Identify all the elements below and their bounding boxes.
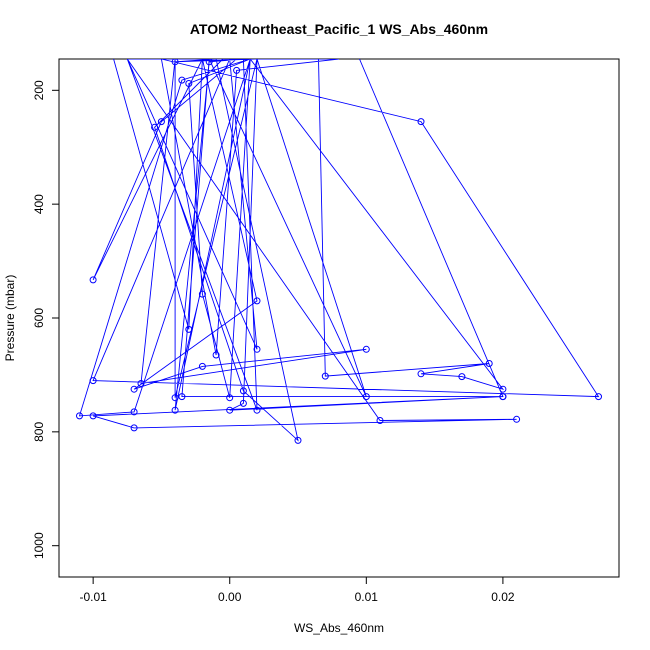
data-point: [417, 370, 425, 378]
data-point: [198, 362, 206, 370]
data-point: [595, 393, 602, 401]
data-point: [253, 406, 261, 414]
data-point: [130, 385, 138, 393]
data-point: [198, 290, 206, 298]
data-point: [178, 76, 186, 84]
data-point: [253, 297, 261, 305]
series-layer: [76, 59, 602, 444]
data-point: [89, 412, 97, 420]
data-point: [485, 360, 493, 367]
data-point: [137, 380, 145, 387]
x-tick-label: 0.01: [355, 590, 379, 604]
chart-title: ATOM2 Northeast_Pacific_1 WS_Abs_460nm: [190, 21, 488, 37]
data-point: [239, 399, 247, 407]
data-point: [130, 424, 138, 432]
data-point: [205, 59, 213, 66]
data-point: [185, 325, 193, 333]
data-point: [171, 406, 179, 414]
data-point: [239, 387, 247, 395]
data-point: [362, 345, 370, 353]
data-point: [76, 412, 83, 420]
data-point: [376, 417, 384, 424]
data-point: [89, 377, 97, 385]
data-point: [157, 118, 165, 126]
y-axis: 200 400 600 800 1000: [32, 80, 59, 559]
x-tick-label: 0.00: [218, 590, 242, 604]
data-point: [233, 66, 241, 74]
data-point: [513, 415, 521, 423]
y-tick-label: 400: [32, 194, 46, 214]
data-point: [458, 373, 466, 381]
data-point: [226, 394, 234, 402]
data-point: [499, 385, 507, 393]
y-tick-label: 800: [32, 422, 46, 442]
data-point: [226, 406, 234, 414]
data-point: [171, 394, 179, 402]
x-tick-label: -0.01: [79, 590, 107, 604]
data-point: [417, 118, 425, 126]
data-point: [151, 123, 159, 131]
x-axis-label: WS_Abs_460nm: [294, 621, 384, 635]
data-point: [89, 276, 97, 284]
x-tick-label: 0.02: [491, 590, 515, 604]
data-point: [178, 393, 186, 401]
series-line: [78, 59, 600, 442]
y-tick-label: 200: [32, 80, 46, 100]
data-point: [212, 351, 220, 359]
data-point: [499, 393, 507, 401]
plot-frame: [58, 58, 620, 578]
y-axis-label: Pressure (mbar): [3, 275, 17, 362]
y-tick-label: 1000: [32, 532, 46, 559]
data-point: [253, 345, 261, 353]
data-point: [294, 436, 302, 444]
x-axis: -0.01 0.00 0.01 0.02: [79, 577, 515, 604]
data-point: [321, 372, 329, 380]
y-tick-label: 600: [32, 308, 46, 328]
data-point: [171, 59, 179, 66]
data-point: [130, 408, 138, 416]
data-point: [362, 393, 370, 401]
data-point: [185, 80, 193, 87]
